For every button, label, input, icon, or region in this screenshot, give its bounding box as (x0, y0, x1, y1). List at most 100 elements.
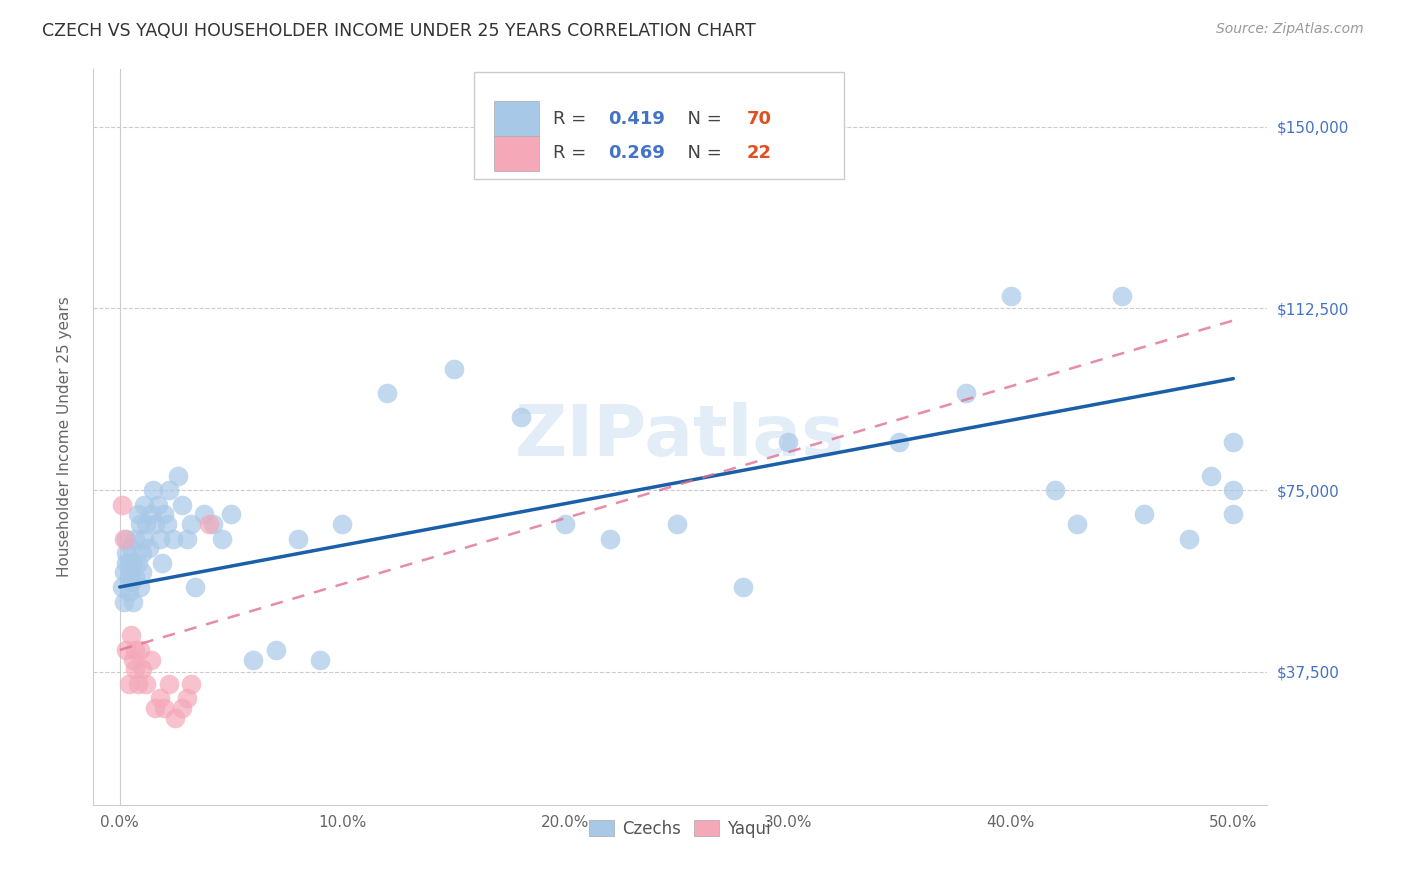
Point (134, 498, 156, 512)
Point (1222, 483, 1244, 497)
FancyBboxPatch shape (474, 72, 844, 179)
Text: ZIPatlas: ZIPatlas (515, 402, 845, 471)
Point (264, 643, 287, 657)
Point (172, 498, 194, 512)
Point (122, 594, 145, 608)
Point (149, 691, 172, 706)
Point (115, 556, 138, 570)
Point (554, 516, 576, 531)
Point (124, 570, 146, 584)
Point (157, 677, 180, 691)
Point (375, 386, 398, 401)
Point (153, 508, 176, 522)
Point (122, 556, 145, 570)
Point (131, 566, 153, 580)
Bar (495, 136, 538, 171)
Point (180, 677, 202, 691)
Point (135, 677, 157, 691)
Point (153, 701, 176, 715)
Point (115, 643, 138, 657)
Text: R =: R = (553, 145, 592, 162)
Point (120, 628, 142, 642)
Text: N =: N = (676, 145, 728, 162)
Point (128, 643, 150, 657)
Point (157, 483, 180, 497)
Point (776, 434, 799, 449)
Text: CZECH VS YAQUI HOUSEHOLDER INCOME UNDER 25 YEARS CORRELATION CHART: CZECH VS YAQUI HOUSEHOLDER INCOME UNDER … (42, 22, 756, 40)
Point (211, 532, 233, 546)
Point (193, 508, 215, 522)
Point (112, 532, 135, 546)
Point (127, 508, 149, 522)
Point (128, 516, 150, 531)
Point (117, 556, 139, 570)
Point (172, 701, 194, 715)
Point (1111, 289, 1133, 303)
Point (112, 594, 135, 608)
Point (117, 677, 139, 691)
Point (219, 508, 242, 522)
Point (733, 580, 755, 594)
Point (198, 516, 221, 531)
Point (117, 584, 139, 599)
Point (124, 643, 146, 657)
Point (139, 508, 162, 522)
Point (1222, 434, 1244, 449)
Point (111, 580, 134, 594)
Text: N =: N = (676, 110, 728, 128)
Point (142, 483, 165, 497)
Point (127, 556, 149, 570)
Point (115, 532, 138, 546)
Point (117, 570, 139, 584)
Point (122, 653, 145, 667)
Point (599, 532, 621, 546)
Point (145, 701, 167, 715)
Y-axis label: Householder Income Under 25 years: Householder Income Under 25 years (58, 296, 72, 577)
Point (145, 516, 167, 531)
Point (509, 410, 531, 425)
Point (146, 498, 169, 512)
Point (287, 532, 309, 546)
Point (165, 711, 187, 725)
Legend: Czechs, Yaqui: Czechs, Yaqui (582, 814, 778, 845)
Point (111, 498, 134, 512)
Point (166, 468, 188, 483)
Point (128, 580, 150, 594)
Point (124, 662, 146, 676)
Text: 70: 70 (747, 110, 772, 128)
Point (139, 653, 162, 667)
Point (120, 575, 142, 590)
Point (135, 516, 157, 531)
Point (176, 691, 198, 706)
Text: 0.419: 0.419 (609, 110, 665, 128)
Point (138, 541, 160, 556)
Text: Source: ZipAtlas.com: Source: ZipAtlas.com (1216, 22, 1364, 37)
Point (665, 516, 688, 531)
Point (124, 532, 146, 546)
Point (150, 556, 173, 570)
Point (131, 662, 153, 676)
Point (127, 677, 149, 691)
Point (1222, 508, 1244, 522)
Point (120, 541, 142, 556)
Point (443, 362, 465, 376)
Point (309, 653, 332, 667)
Point (131, 546, 153, 560)
Point (176, 532, 198, 546)
Point (1133, 508, 1156, 522)
Point (955, 386, 977, 401)
Point (889, 434, 911, 449)
Point (162, 532, 184, 546)
Text: 0.269: 0.269 (609, 145, 665, 162)
Point (1043, 483, 1066, 497)
Point (180, 516, 202, 531)
Point (112, 566, 135, 580)
Point (115, 546, 138, 560)
Point (120, 566, 142, 580)
Point (1000, 289, 1022, 303)
Point (184, 580, 207, 594)
Bar (495, 101, 538, 136)
Text: 22: 22 (747, 145, 772, 162)
Point (1199, 468, 1222, 483)
Point (134, 532, 156, 546)
